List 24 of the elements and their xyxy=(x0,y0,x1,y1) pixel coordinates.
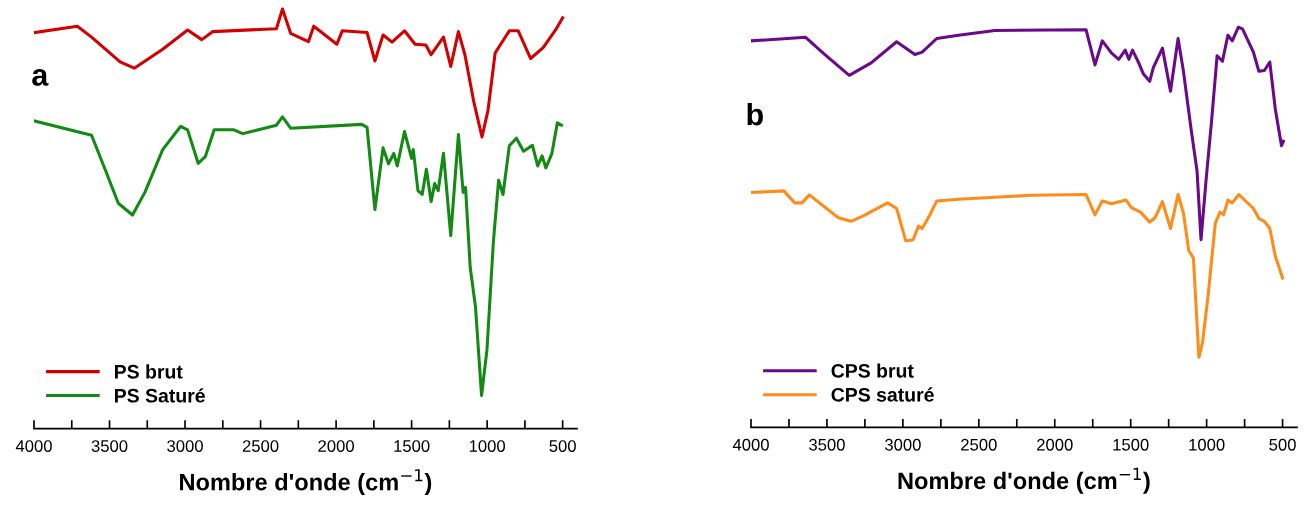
x-tick-label: 2000 xyxy=(318,440,354,452)
x-tick-label: 500 xyxy=(549,440,576,452)
x-tick-label: 3000 xyxy=(167,440,203,452)
x-tick-label: 3000 xyxy=(884,438,921,451)
x-tick-label: 2500 xyxy=(961,438,997,451)
legend-label: PS Saturé xyxy=(115,388,205,403)
x-tick-label: 1000 xyxy=(469,440,506,452)
x-tick-label: 3500 xyxy=(809,438,845,451)
x-tick-label: 4000 xyxy=(732,438,769,451)
x-tick-label: 1000 xyxy=(1189,438,1225,451)
legend-label: CPS brut xyxy=(831,363,914,378)
x-axis-title: Nombre d'onde (cm$^{−1}$) xyxy=(898,467,1150,494)
x-tick-label: 3500 xyxy=(91,440,128,452)
x-tick-label: 2500 xyxy=(242,440,279,452)
annotation: a xyxy=(32,69,49,86)
x-tick-label: 500 xyxy=(1269,438,1296,451)
legend-label: PS brut xyxy=(115,364,183,379)
x-tick-label: 4000 xyxy=(15,440,52,452)
x-tick-label: 2000 xyxy=(1037,438,1073,451)
legend-label: CPS saturé xyxy=(831,387,934,402)
x-tick-label: 1500 xyxy=(394,440,430,452)
annotation: b xyxy=(747,102,763,126)
x-tick-label: 1500 xyxy=(1113,438,1149,451)
x-axis-title: Nombre d'onde (cm$^{−1}$) xyxy=(180,469,432,496)
